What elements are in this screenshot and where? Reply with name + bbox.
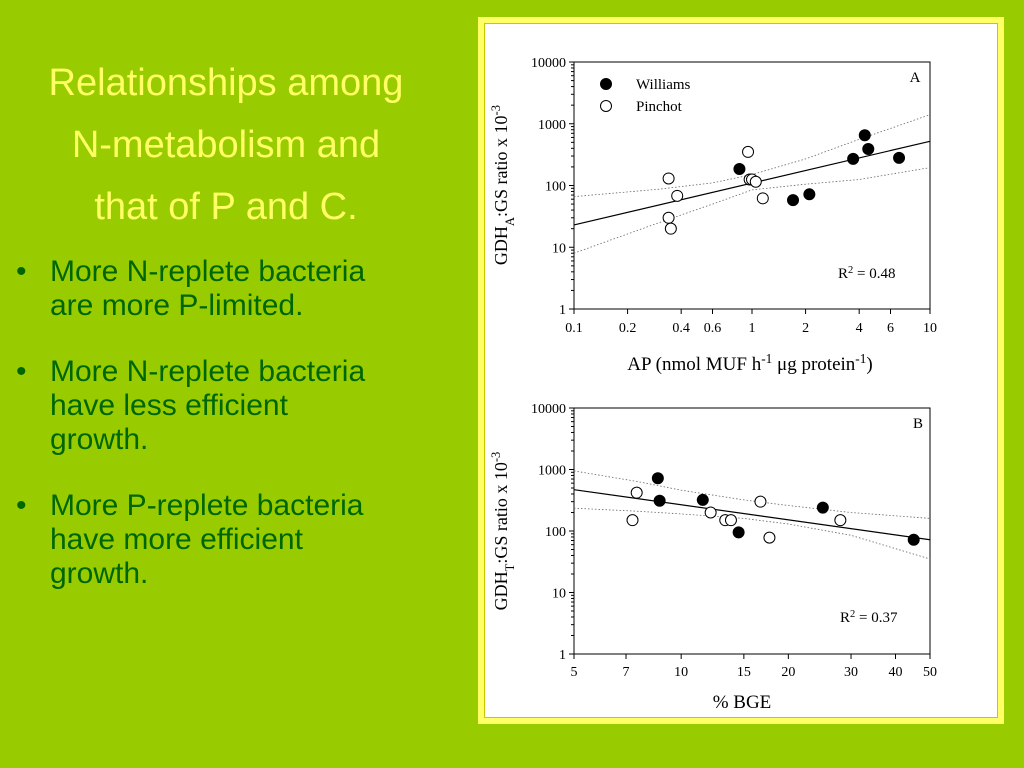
title-line: N-metabolism and — [71, 124, 381, 166]
x-tick-label: 2 — [802, 321, 809, 336]
filled-data-point — [907, 533, 920, 546]
regression-line — [573, 489, 931, 541]
filled-data-point — [651, 472, 664, 485]
bullet-line: have less efficient — [50, 389, 288, 422]
open-data-point — [756, 192, 769, 205]
bullet-line: More N-replete bacteria — [50, 255, 366, 288]
bullet-dot: • — [16, 489, 27, 522]
y-tick-label: 10 — [552, 587, 566, 602]
y-tick-label: 100 — [545, 180, 566, 195]
bullet-line: have more efficient — [50, 523, 303, 556]
y-tick-label: 100 — [545, 525, 566, 540]
bullet-line: growth. — [50, 557, 149, 590]
legend-label: Williams — [636, 77, 691, 93]
x-tick-label: 50 — [923, 665, 937, 680]
x-tick-label: 4 — [856, 321, 863, 336]
bullet-line: More P-replete bacteria — [50, 489, 364, 522]
y-tick-label: 1 — [559, 303, 566, 318]
y-tick-label: 1 — [559, 648, 566, 663]
bullet-line: growth. — [50, 423, 149, 456]
open-data-point — [662, 211, 675, 224]
open-data-point — [754, 495, 767, 508]
y-tick-label: 1000 — [538, 464, 566, 479]
open-data-point — [704, 506, 717, 519]
r-squared-annotation: R2 = 0.37 — [840, 609, 898, 627]
bullet-line: are more P-limited. — [50, 289, 304, 322]
y-tick-label: 10000 — [531, 402, 566, 417]
filled-data-point — [893, 151, 906, 164]
x-tick-label: 20 — [781, 665, 795, 680]
chart-panel-b: 1 10 100 1000 10000 5 7 10 15 20 30 40 50 B R2 = 0.37 G… — [489, 402, 937, 713]
x-tick-label: 7 — [623, 665, 630, 680]
open-data-point — [763, 531, 776, 544]
filled-data-point — [858, 129, 871, 142]
filled-data-point — [862, 143, 875, 156]
y-axis-label: GDHA:GS ratio x 10-3 — [489, 105, 517, 265]
bullet-dot: • — [16, 355, 27, 388]
figure-panel — [484, 23, 998, 718]
filled-data-point — [653, 494, 666, 507]
x-tick-label: 0.2 — [619, 321, 637, 336]
open-data-point — [626, 514, 639, 527]
x-tick-label: 0.1 — [565, 321, 583, 336]
filled-data-point — [803, 188, 816, 201]
y-tick-label: 10 — [552, 241, 566, 256]
bullet-list: • More N-replete bacteria are more P-lim… — [14, 255, 484, 623]
filled-data-point — [847, 152, 860, 165]
x-tick-label: 15 — [737, 665, 751, 680]
bullet-dot: • — [16, 255, 27, 288]
filled-data-point — [732, 526, 745, 539]
bullet-item: • More N-replete bacteria have less effi… — [14, 355, 484, 457]
bullet-item: • More N-replete bacteria are more P-lim… — [14, 255, 484, 323]
open-data-point — [749, 175, 762, 188]
r-squared-annotation: R2 = 0.48 — [838, 265, 895, 283]
legend-marker — [600, 100, 612, 112]
x-tick-label: 10 — [674, 665, 688, 680]
x-tick-label: 5 — [571, 665, 578, 680]
open-data-point — [662, 172, 675, 185]
filled-data-point — [733, 163, 746, 176]
panel-label: A — [910, 70, 921, 86]
bullet-line: More N-replete bacteria — [50, 355, 366, 388]
legend-marker — [600, 78, 612, 90]
x-tick-label: 0.4 — [672, 321, 690, 336]
x-tick-label: 6 — [887, 321, 894, 336]
filled-data-point — [816, 501, 829, 514]
y-axis-label: GDHT:GS ratio x 10-3 — [489, 452, 517, 611]
x-tick-label: 30 — [844, 665, 858, 680]
x-tick-label: 10 — [923, 321, 937, 336]
legend-label: Pinchot — [636, 99, 683, 115]
slide-title: Relationships among N-metabolism and tha… — [8, 52, 444, 238]
bullet-item: • More P-replete bacteria have more effi… — [14, 489, 484, 591]
y-tick-label: 1000 — [538, 118, 566, 133]
ci-lower-line — [573, 507, 931, 560]
filled-data-point — [696, 493, 709, 506]
chart-panel-a: 1 10 100 1000 10000 0.1 0.2 0.4 0.6 1 2 4 6 10 A R2 = 0… — [489, 56, 937, 375]
x-tick-label: 40 — [889, 665, 903, 680]
title-line: that of P and C. — [94, 186, 358, 228]
panel-label: B — [913, 416, 923, 432]
open-data-point — [724, 514, 737, 527]
y-tick-label: 10000 — [531, 56, 566, 71]
open-data-point — [630, 486, 643, 499]
open-data-point — [834, 514, 847, 527]
open-data-point — [664, 222, 677, 235]
figure-frame — [478, 17, 1004, 724]
title-line: Relationships among — [48, 62, 404, 104]
x-axis-label: AP (nmol MUF h-1 μg protein-1) — [627, 351, 872, 376]
ci-upper-line — [573, 470, 931, 519]
open-data-point — [742, 145, 755, 158]
x-axis-label: % BGE — [713, 692, 772, 713]
open-data-point — [671, 189, 684, 202]
x-tick-label: 0.6 — [704, 321, 722, 336]
filled-data-point — [787, 194, 800, 207]
x-tick-label: 1 — [749, 321, 756, 336]
